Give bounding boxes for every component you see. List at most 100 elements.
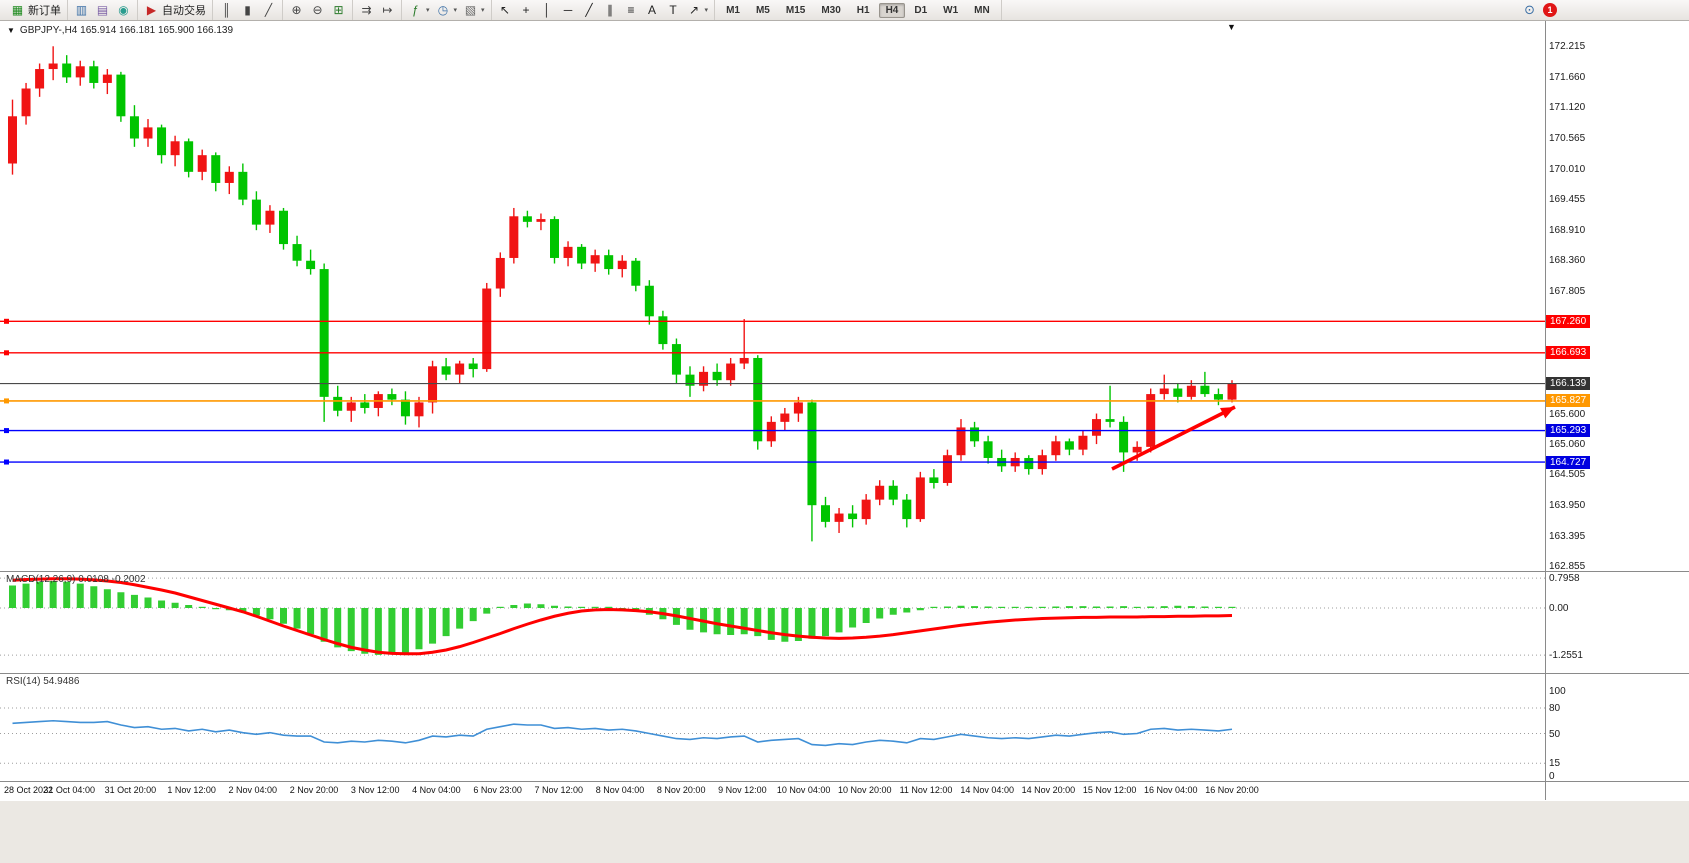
tile-windows-button[interactable]: ⊞ <box>328 2 349 18</box>
search-icon[interactable]: ⊙ <box>1524 2 1535 17</box>
bottom-filler <box>0 801 1689 863</box>
indicator-add-icon: ƒ <box>412 3 419 17</box>
chart-window-icon: ▥ <box>75 3 88 17</box>
timeframe-w1-button[interactable]: W1 <box>943 4 959 16</box>
period-menu-button[interactable]: ◷ ▾ <box>433 2 461 18</box>
price-axis-label: 170.010 <box>1549 163 1586 175</box>
text-button[interactable]: A <box>642 2 663 18</box>
candle <box>400 399 410 417</box>
label-button[interactable]: T <box>663 2 684 18</box>
pane-divider[interactable] <box>0 781 1689 782</box>
timeframe-h4-button[interactable]: H4 <box>878 2 906 18</box>
timeframe-d1-button[interactable]: D1 <box>914 4 928 16</box>
channel-icon: ∥ <box>607 3 614 17</box>
time-axis-label: 31 Oct 04:00 <box>43 785 95 795</box>
chart-shift-button[interactable]: ↦ <box>377 2 398 18</box>
candle <box>658 316 668 345</box>
candle <box>319 269 329 397</box>
time-axis-label: 8 Nov 20:00 <box>656 785 706 795</box>
toolbar-group: ▶ 自动交易 <box>138 0 213 20</box>
timeframe-h1-button[interactable]: H1 <box>856 4 870 16</box>
line-handle[interactable] <box>4 398 9 404</box>
candle <box>644 285 654 317</box>
time-axis-label: 14 Nov 20:00 <box>1021 785 1076 795</box>
candlestick-chart[interactable] <box>0 21 1545 571</box>
arrowhead-icon <box>1220 407 1235 419</box>
time-axis-label: 16 Nov 04:00 <box>1144 785 1198 795</box>
trendline-button[interactable]: ╱ <box>579 2 600 18</box>
new-order-button[interactable]: ▦ 新订单 <box>7 1 64 19</box>
timeframe-m30-button[interactable]: M30 <box>821 4 841 16</box>
macd-label: MACD(12,26,9) 0.0108 -0.2002 <box>6 574 146 585</box>
fibonacci-icon: ≡ <box>627 3 635 17</box>
fibonacci-button[interactable]: ≡ <box>621 2 642 18</box>
timeframe-m1-button[interactable]: M1 <box>726 4 740 16</box>
candle <box>942 455 952 483</box>
candle <box>983 441 993 458</box>
candle <box>224 171 234 183</box>
timeframe-m5-button[interactable]: M5 <box>755 4 770 16</box>
auto-scroll-button[interactable]: ⇉ <box>356 2 377 18</box>
candle <box>184 141 194 172</box>
arrows-button[interactable]: ↗ ▾ <box>684 2 712 18</box>
candle <box>685 374 695 386</box>
dropdown-icon[interactable]: ▾ <box>704 7 709 14</box>
candle <box>8 116 17 164</box>
rsi-chart[interactable] <box>0 674 1545 781</box>
macd-axis[interactable]: 0.7958 0.00 -1.2551 <box>1546 572 1689 673</box>
vertical-line-button[interactable]: │ <box>537 2 558 18</box>
toolbar-group: ▥ ▤ ◉ <box>68 0 138 20</box>
time-axis[interactable]: 28 Oct 2022 31 Oct 04:00 31 Oct 20:00 1 Nov… <box>0 782 1689 800</box>
trend-arrow-annotation[interactable] <box>1111 405 1236 471</box>
timeframe-m15-button[interactable]: M15 <box>785 4 806 16</box>
dropdown-icon[interactable]: ▾ <box>453 7 458 14</box>
zoom-out-button[interactable]: ⊖ <box>307 2 328 18</box>
timeframe-group: M1 M5 M15 M30 H1 H4 D1 W1 MN <box>715 0 1002 20</box>
zoom-in-button[interactable]: ⊕ <box>286 2 307 18</box>
profiles-button[interactable]: ▤ <box>92 2 113 18</box>
toolbar-group: ║ ▮ ╱ <box>213 0 283 20</box>
chart-shift-marker-icon[interactable]: ▼ <box>1227 22 1236 32</box>
candlestick-mode-button[interactable]: ▮ <box>237 2 258 18</box>
line-handle[interactable] <box>4 350 9 356</box>
line-handle[interactable] <box>4 318 9 324</box>
channel-button[interactable]: ∥ <box>600 2 621 18</box>
horizontal-line-button[interactable]: ─ <box>558 2 579 18</box>
market-watch-button[interactable]: ◉ <box>113 2 134 18</box>
pane-divider[interactable] <box>0 571 1689 572</box>
candle <box>929 477 939 483</box>
candle <box>522 216 532 222</box>
line-chart-mode-button[interactable]: ╱ <box>258 2 279 18</box>
line-handle[interactable] <box>4 459 9 465</box>
templates-button[interactable]: ▧ ▾ <box>460 2 488 18</box>
toolbar-group: ƒ ▾ ◷ ▾ ▧ ▾ <box>402 0 492 20</box>
candle <box>793 402 803 414</box>
dropdown-icon[interactable]: ▾ <box>426 7 430 14</box>
candle <box>861 499 871 520</box>
candle <box>1173 388 1183 397</box>
clock-icon: ◷ <box>437 3 449 17</box>
timeframe-mn-button[interactable]: MN <box>974 4 990 16</box>
rsi-axis[interactable]: 100 80 50 15 0 <box>1546 674 1689 782</box>
indicators-button[interactable]: ƒ ▾ <box>405 2 433 18</box>
dropdown-icon[interactable]: ▾ <box>481 7 485 14</box>
toolbar-group: ⇉ ↦ <box>353 0 402 20</box>
candle <box>292 244 302 261</box>
crosshair-button[interactable]: + <box>516 2 537 18</box>
ohlc-bars-button[interactable]: ║ <box>216 2 237 18</box>
candle <box>1132 446 1142 453</box>
pane-divider[interactable] <box>0 673 1689 674</box>
price-axis-label: 164.505 <box>1549 469 1586 481</box>
autotrading-button[interactable]: ▶ 自动交易 <box>141 1 209 19</box>
notification-badge[interactable]: 1 <box>1543 3 1557 17</box>
candle <box>631 260 641 286</box>
autotrading-button-label: 自动交易 <box>162 5 206 17</box>
candle <box>915 477 925 520</box>
line-handle[interactable] <box>4 428 9 434</box>
candle <box>509 216 519 258</box>
macd-chart[interactable] <box>0 572 1545 673</box>
charts-window-button[interactable]: ▥ <box>71 2 92 18</box>
price-axis[interactable]: 172.215 171.660 171.120 170.565 170.010 169.4… <box>1546 21 1689 572</box>
cursor-button[interactable]: ↖ <box>495 2 516 18</box>
chart-collapse-icon[interactable]: ▼ <box>7 26 15 35</box>
